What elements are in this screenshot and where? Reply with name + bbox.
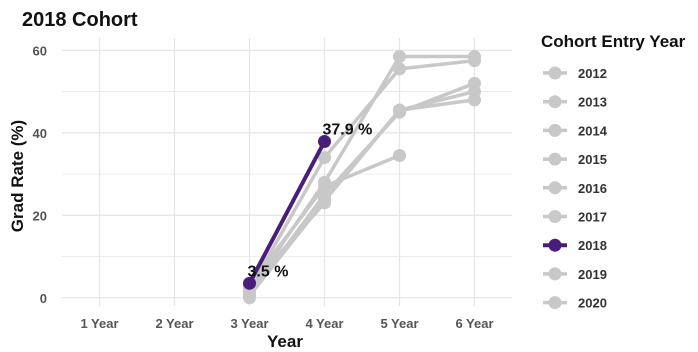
x-tick-label: 4 Year [305,316,343,331]
data-point [393,103,406,117]
x-tick-label: 1 Year [80,316,118,331]
legend-key-point [548,296,562,310]
legend-key-point [548,66,562,80]
data-point [243,276,256,290]
grid [62,38,512,306]
tick-labels: 0 20 40 60 1 Year 2 Year 3 Year 4 Year 5 Year 6 Y… [33,43,494,331]
legend-item-2013: 2013 [543,95,607,110]
x-axis-title: Year [267,332,303,351]
legend-item-2020: 2020 [543,296,607,311]
data-point [318,134,331,148]
legend-item-2016: 2016 [543,181,607,196]
legend-key-point [548,123,562,137]
legend-key-point [548,152,562,166]
data-point [318,179,331,193]
legend-label: 2014 [578,123,608,138]
series-line [247,201,327,290]
legend-key-point [548,267,562,281]
chart-title: 2018 Cohort [22,9,138,31]
data-point [318,196,331,210]
x-tick-label: 3 Year [230,316,268,331]
y-axis-title: Grad Rate (%) [8,120,27,232]
legend-label: 2016 [578,181,607,196]
data-label: 37.9 % [323,121,373,138]
annotations: 3.5 % 37.9 % [248,121,373,280]
data-point [468,54,481,68]
series-layer [243,50,481,305]
y-tick-label: 40 [33,126,47,141]
data-point [468,85,481,99]
legend-label: 2018 [578,238,607,253]
legend-item-2017: 2017 [543,210,607,225]
legend-item-2019: 2019 [543,267,607,282]
legend-label: 2017 [578,210,607,225]
legend-label: 2019 [578,267,607,282]
legend-label: 2013 [578,95,607,110]
legend-label: 2015 [578,152,607,167]
data-point [393,149,406,163]
legend-key-point [548,181,562,195]
x-tick-label: 2 Year [155,316,193,331]
y-tick-label: 60 [33,43,47,58]
data-point [393,62,406,76]
legend-key-point [548,210,562,223]
series-2020 [243,291,256,305]
data-point [318,151,331,165]
legend-item-2015: 2015 [543,152,607,167]
data-point [243,291,256,305]
data-label: 3.5 % [248,263,289,280]
y-tick-label: 0 [40,291,47,306]
legend-item-2018: 2018 [543,238,607,253]
legend-label: 2012 [578,66,607,81]
legend-key-point [548,95,562,109]
legend-key-point [548,238,562,252]
legend-item-2012: 2012 [543,66,607,81]
legend-title: Cohort Entry Year [541,32,686,51]
series-line [247,58,477,292]
legend: Cohort Entry Year 2012 2013 2014 2015 2016 20… [541,32,686,311]
legend-item-2014: 2014 [543,123,608,138]
data-point [393,50,406,64]
series-line [247,139,327,286]
series-2018 [243,134,331,290]
x-tick-label: 5 Year [380,316,418,331]
y-tick-label: 20 [33,208,47,223]
x-tick-label: 6 Year [455,316,493,331]
legend-label: 2020 [578,296,607,311]
